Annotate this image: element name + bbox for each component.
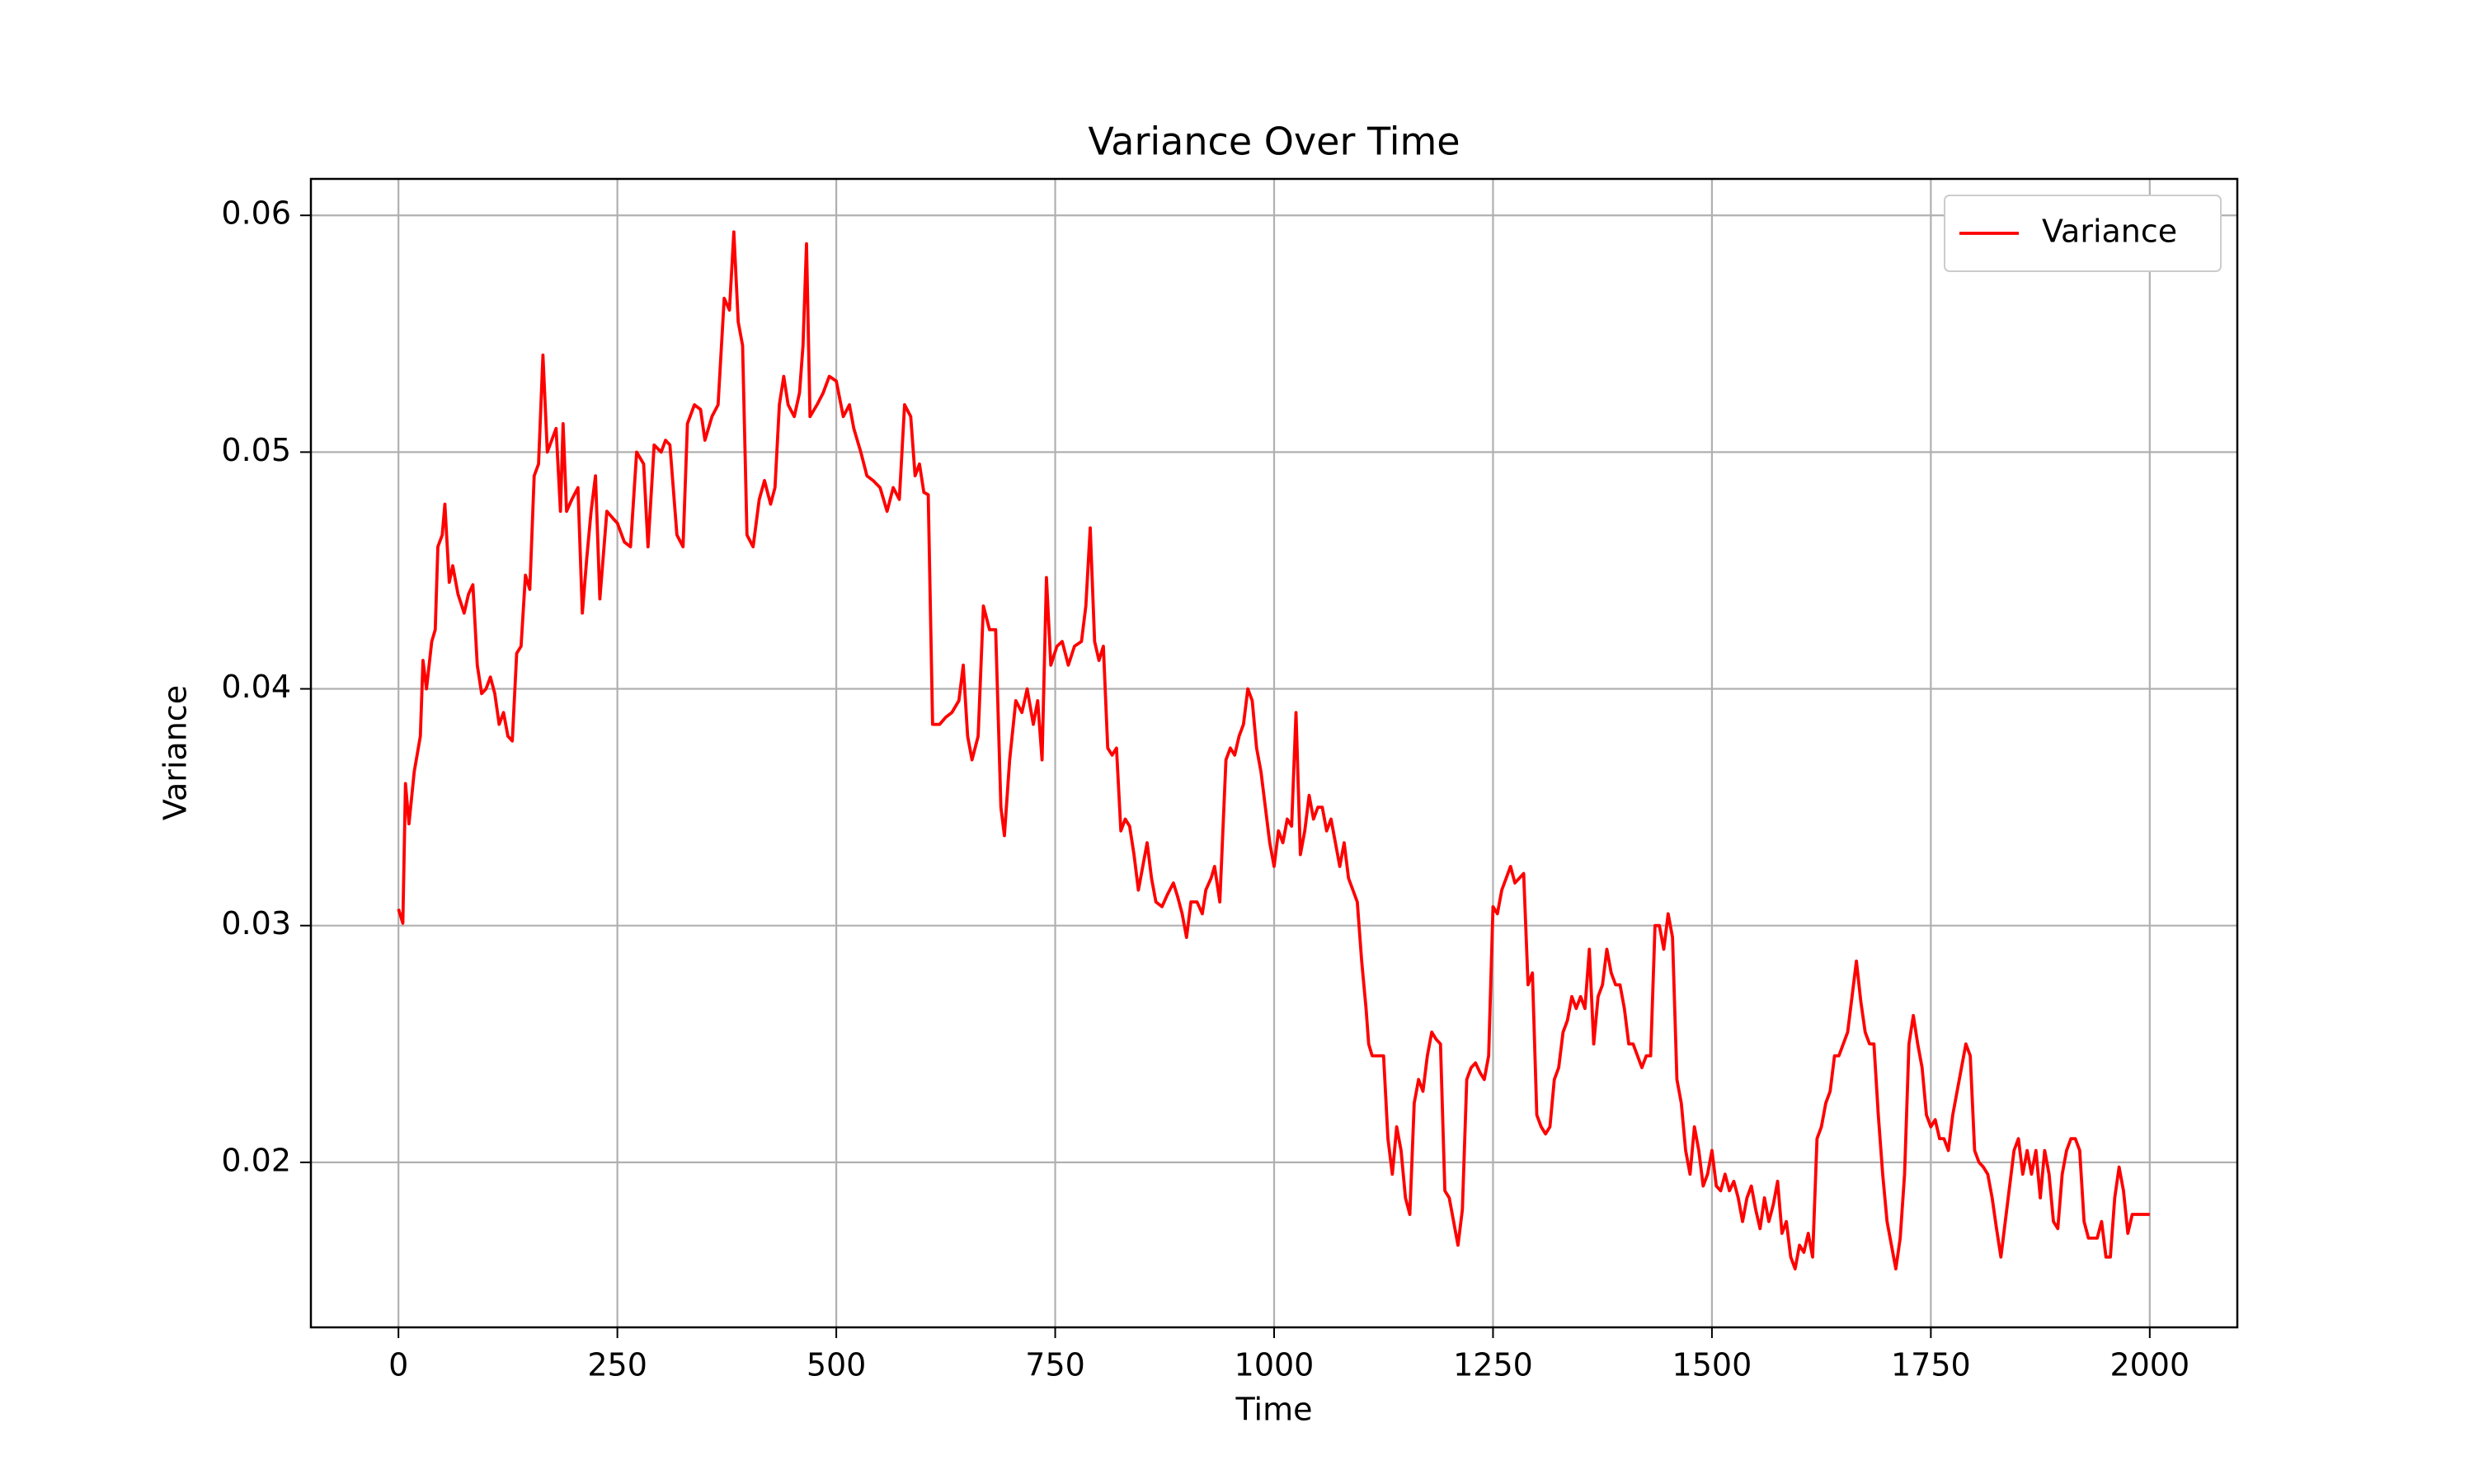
plot-frame <box>309 177 2239 1329</box>
x-tick-label: 1750 <box>1891 1347 1971 1383</box>
x-tick-label: 750 <box>1025 1347 1085 1383</box>
y-tick-label: 0.03 <box>221 905 291 942</box>
x-tick-label: 500 <box>807 1347 867 1383</box>
legend-box <box>1944 195 2222 272</box>
x-axis-label: Time <box>1235 1392 1313 1428</box>
data-line <box>397 230 2150 1270</box>
x-tick-label: 250 <box>587 1347 647 1383</box>
y-tick-label: 0.05 <box>221 432 291 468</box>
x-tick-label: 1250 <box>1453 1347 1533 1383</box>
x-tick-label: 0 <box>388 1347 408 1383</box>
y-tick-label: 0.04 <box>221 669 291 705</box>
y-axis-label: Variance <box>158 685 194 820</box>
y-tick-label: 0.06 <box>221 195 291 232</box>
chart-title: Variance Over Time <box>1088 120 1460 164</box>
x-tick-label: 2000 <box>2109 1347 2189 1383</box>
legend-label: Variance <box>2042 214 2177 250</box>
x-tick-label: 1500 <box>1672 1347 1752 1383</box>
x-tick-label: 1000 <box>1235 1347 1315 1383</box>
y-tick-label: 0.02 <box>221 1142 291 1178</box>
